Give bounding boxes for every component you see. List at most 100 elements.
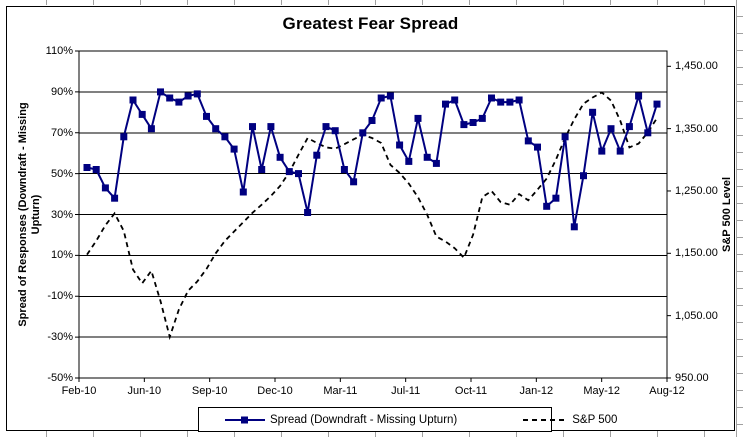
axis-tick-label: Jul-11 xyxy=(391,385,421,397)
spread-data-point[interactable] xyxy=(304,209,312,216)
legend-label-spread: Spread (Downdraft - Missing Upturn) xyxy=(270,413,458,426)
legend-label-sp500: S&P 500 xyxy=(572,413,618,426)
spread-data-point[interactable] xyxy=(322,123,330,131)
axis-tick-label: 110% xyxy=(45,45,73,57)
spread-data-point[interactable] xyxy=(442,100,449,108)
spread-data-point[interactable] xyxy=(625,123,633,131)
spread-data-point[interactable] xyxy=(212,125,220,133)
spread-data-point[interactable] xyxy=(616,147,624,155)
spread-data-point[interactable] xyxy=(589,108,597,116)
axis-tick-label: Jan-12 xyxy=(519,385,554,397)
spread-data-point[interactable] xyxy=(313,151,321,159)
spread-data-point[interactable] xyxy=(635,92,643,100)
spread-data-point[interactable] xyxy=(405,157,413,165)
spread-data-point[interactable] xyxy=(221,133,229,141)
spread-data-point[interactable] xyxy=(166,94,174,102)
spread-data-point[interactable] xyxy=(377,94,385,102)
spread-data-point[interactable] xyxy=(598,147,606,155)
spread-data-point[interactable] xyxy=(203,112,210,120)
axis-tick-label: Dec-10 xyxy=(257,385,293,397)
axis-tick-label: 10% xyxy=(50,249,73,262)
axis-tick-label: -30% xyxy=(47,331,73,344)
spread-data-point[interactable] xyxy=(497,98,505,106)
axis-tick-label: May-12 xyxy=(583,385,620,397)
spread-data-point[interactable] xyxy=(580,172,587,180)
axis-tick-label: Jun-10 xyxy=(127,385,162,397)
axis-tick-label: 950.00 xyxy=(675,371,709,384)
spread-data-point[interactable] xyxy=(653,100,661,108)
spread-data-point[interactable] xyxy=(239,188,247,196)
spread-data-point[interactable] xyxy=(138,110,146,118)
spreadsheet-column-edges-bottom xyxy=(0,431,743,437)
spread-data-point[interactable] xyxy=(460,121,468,129)
axis-tick-label: 30% xyxy=(50,208,73,221)
spread-data-point[interactable] xyxy=(230,145,238,153)
spread-series-line[interactable] xyxy=(86,90,658,228)
spread-data-point[interactable] xyxy=(386,92,394,100)
spread-data-point[interactable] xyxy=(515,96,523,104)
spread-data-point[interactable] xyxy=(359,129,367,137)
spread-data-point[interactable] xyxy=(157,88,164,96)
spread-data-point[interactable] xyxy=(561,133,569,141)
spread-data-point[interactable] xyxy=(423,153,431,161)
spread-data-point[interactable] xyxy=(83,164,91,171)
spread-data-point[interactable] xyxy=(101,184,109,192)
axis-tick-label: Aug-12 xyxy=(649,385,685,397)
axis-tick-label: -10% xyxy=(47,290,73,303)
spread-data-point[interactable] xyxy=(506,98,514,106)
axis-tick-label: 1,250.00 xyxy=(675,184,718,197)
axis-tick-label: 1,150.00 xyxy=(675,247,718,260)
axis-tick-label: 1,350.00 xyxy=(675,122,718,135)
spread-data-point[interactable] xyxy=(451,96,459,104)
spread-line-swatch xyxy=(225,416,265,423)
chart-frame[interactable]: Greatest Fear Spread Spread of Responses… xyxy=(6,6,735,432)
axis-tick-label: 1,050.00 xyxy=(675,309,718,322)
spread-data-point[interactable] xyxy=(295,170,302,178)
spread-data-point[interactable] xyxy=(607,125,615,133)
spread-data-point[interactable] xyxy=(478,114,486,122)
spread-data-point[interactable] xyxy=(175,98,183,106)
spread-data-point[interactable] xyxy=(644,129,652,137)
spread-data-point[interactable] xyxy=(147,125,155,133)
spread-data-point[interactable] xyxy=(488,94,495,102)
spread-data-point[interactable] xyxy=(92,166,100,173)
spread-data-point[interactable] xyxy=(432,159,440,167)
spread-data-point[interactable] xyxy=(340,166,348,173)
spread-data-point[interactable] xyxy=(524,137,532,145)
spread-data-point[interactable] xyxy=(469,119,477,126)
axis-tick-label: Mar-11 xyxy=(323,385,358,397)
spread-data-point[interactable] xyxy=(368,117,376,124)
legend[interactable]: Spread (Downdraft - Missing Upturn) S&P … xyxy=(198,407,617,432)
plot-area[interactable] xyxy=(75,50,671,382)
spread-data-point[interactable] xyxy=(184,92,192,100)
spread-data-point[interactable] xyxy=(534,143,541,151)
spread-data-point[interactable] xyxy=(331,127,339,135)
sp500-series-line[interactable] xyxy=(86,91,658,341)
spread-data-point[interactable] xyxy=(120,133,128,141)
spread-data-point[interactable] xyxy=(552,194,560,202)
spread-data-point[interactable] xyxy=(350,178,358,186)
axis-tick-label: 50% xyxy=(50,167,73,180)
spread-data-point[interactable] xyxy=(258,166,266,173)
spread-data-point[interactable] xyxy=(570,223,578,231)
sp500-line-swatch xyxy=(523,418,568,421)
spread-data-point[interactable] xyxy=(414,114,422,122)
spread-data-point[interactable] xyxy=(193,90,201,98)
spread-data-point[interactable] xyxy=(543,202,551,210)
spreadsheet-column-edges xyxy=(0,0,743,5)
spread-data-point[interactable] xyxy=(267,123,275,131)
spread-data-point[interactable] xyxy=(276,153,284,161)
axis-tick-label: Oct-11 xyxy=(454,385,488,397)
spread-data-point[interactable] xyxy=(285,168,293,176)
spread-data-point[interactable] xyxy=(396,141,404,149)
right-axis-title: S&P 500 Level xyxy=(721,177,733,253)
spread-data-point[interactable] xyxy=(111,194,119,202)
axis-tick-label: 90% xyxy=(50,85,73,98)
square-marker-icon xyxy=(241,416,248,423)
chart-canvas[interactable] xyxy=(74,50,672,384)
axis-tick-label: 1,450.00 xyxy=(675,60,718,73)
axis-tick-label: Feb-10 xyxy=(61,385,97,397)
spread-data-point[interactable] xyxy=(249,123,256,131)
spread-data-point[interactable] xyxy=(129,96,137,104)
